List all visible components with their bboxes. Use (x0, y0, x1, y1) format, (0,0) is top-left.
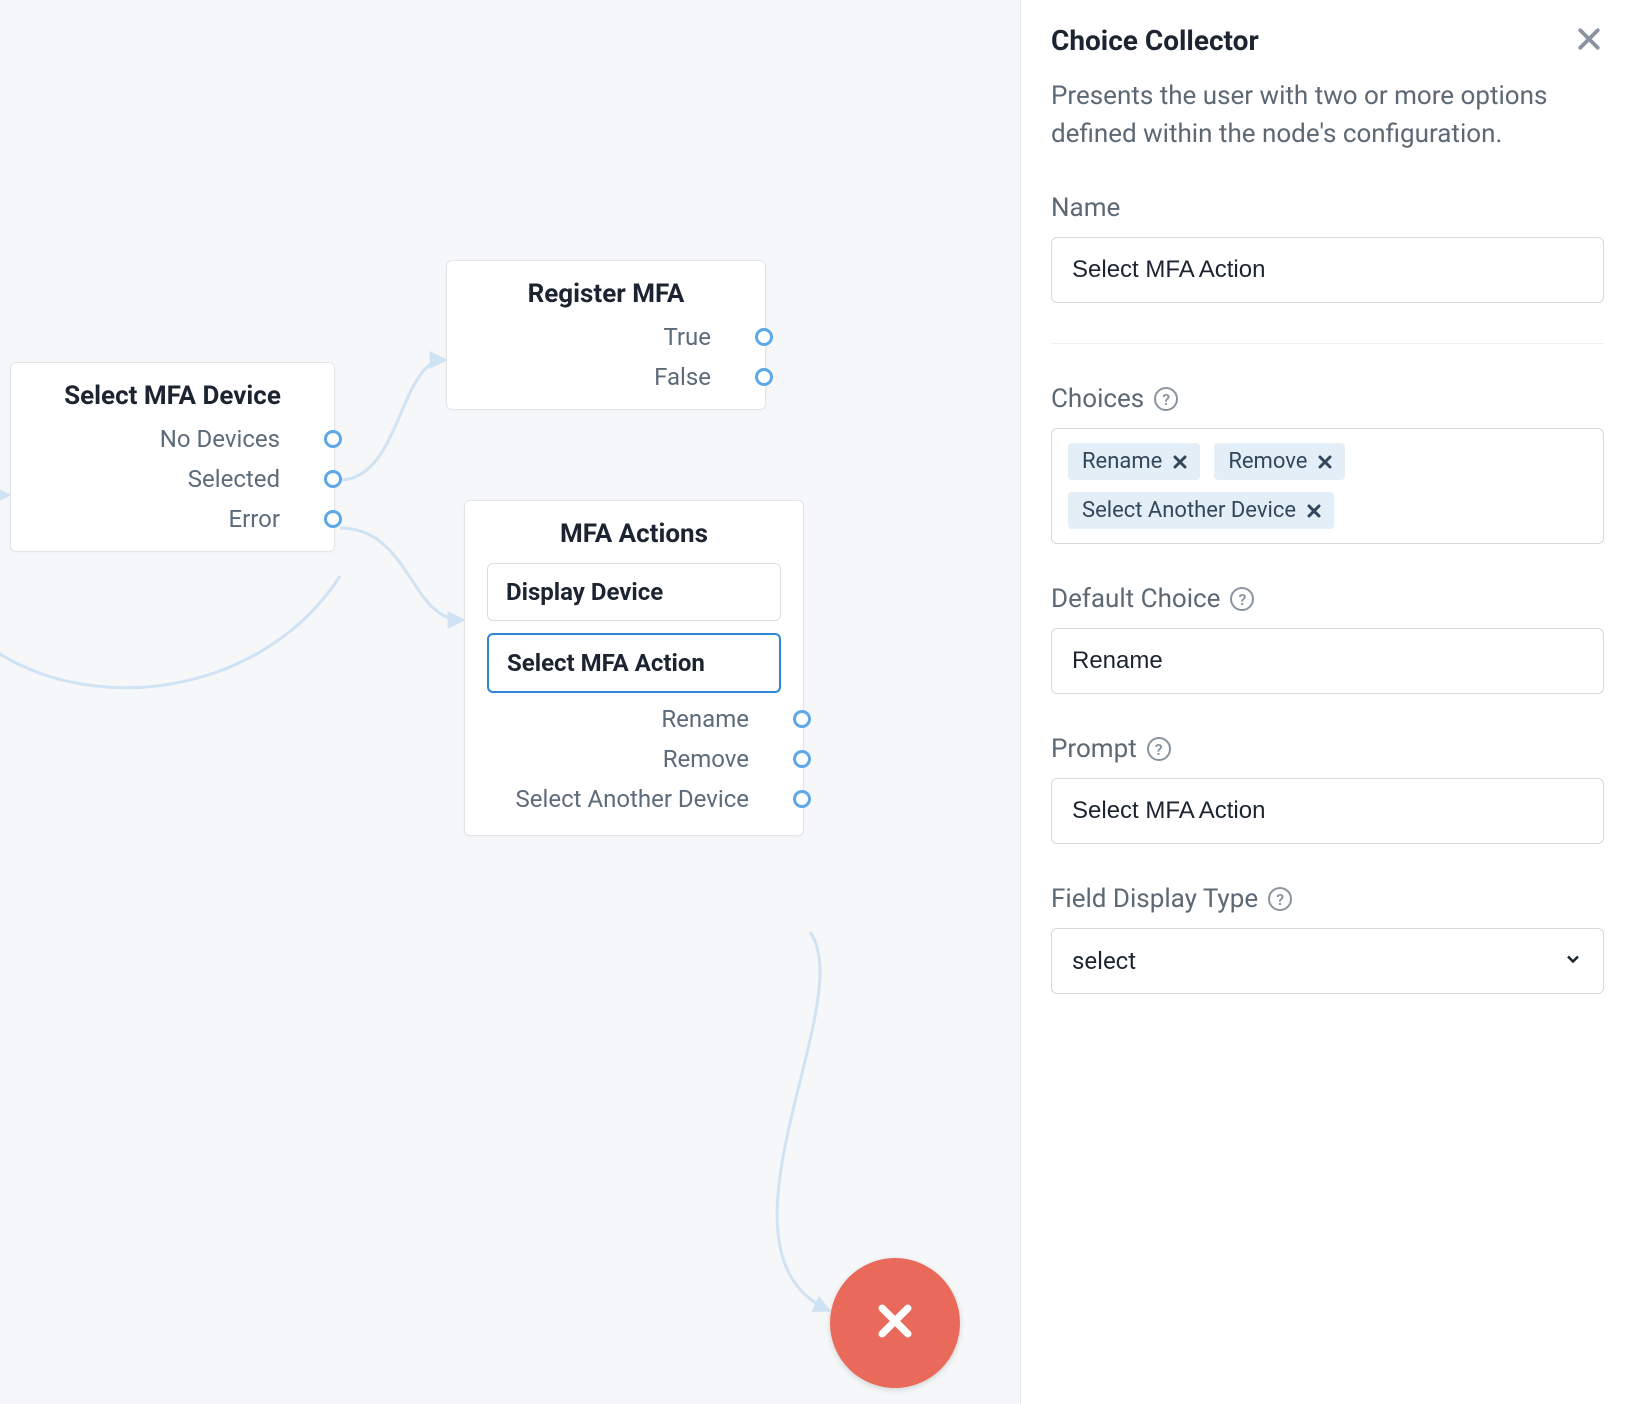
output-remove[interactable]: Remove (663, 745, 781, 773)
choices-tag-input[interactable]: Rename Remove Select Another Device (1051, 428, 1604, 544)
tag-label: Select Another Device (1082, 498, 1296, 523)
field-default-choice: Default Choice ? (1051, 584, 1604, 694)
close-icon (873, 1299, 917, 1347)
tag-remove-icon[interactable] (1172, 454, 1188, 470)
output-port[interactable] (793, 790, 811, 808)
output-select-another-device[interactable]: Select Another Device (516, 785, 781, 813)
help-icon[interactable]: ? (1230, 587, 1254, 611)
tag-label: Remove (1228, 449, 1307, 474)
help-icon[interactable]: ? (1154, 387, 1178, 411)
field-display-type: Field Display Type ? select (1051, 884, 1604, 994)
panel-title: Choice Collector (1051, 24, 1259, 57)
field-choices: Choices ? Rename Remove Select Another D… (1051, 384, 1604, 544)
node-mfa-actions[interactable]: MFA Actions Display Device Select MFA Ac… (464, 500, 804, 836)
output-label: True (663, 323, 711, 351)
output-port[interactable] (793, 750, 811, 768)
field-label-text: Name (1051, 193, 1120, 223)
output-label: Select Another Device (516, 785, 749, 813)
output-rename[interactable]: Rename (661, 705, 781, 733)
properties-panel: Choice Collector Presents the user with … (1020, 0, 1634, 1404)
output-label: Error (229, 505, 281, 533)
select-value: select (1072, 947, 1136, 975)
tag-label: Rename (1082, 449, 1162, 474)
output-selected[interactable]: Selected (188, 465, 312, 493)
field-prompt: Prompt ? (1051, 734, 1604, 844)
output-port[interactable] (324, 430, 342, 448)
node-outputs: Rename Remove Select Another Device (487, 705, 781, 813)
close-icon (1574, 39, 1604, 58)
tag-rename[interactable]: Rename (1068, 443, 1200, 480)
output-label: No Devices (160, 425, 280, 453)
default-choice-input[interactable] (1051, 628, 1604, 694)
node-outputs: No Devices Selected Error (33, 425, 312, 533)
divider (1051, 343, 1604, 344)
output-port[interactable] (755, 368, 773, 386)
output-true[interactable]: True (663, 323, 743, 351)
help-icon[interactable]: ? (1147, 737, 1171, 761)
output-false[interactable]: False (654, 363, 743, 391)
name-input[interactable] (1051, 237, 1604, 303)
panel-description: Presents the user with two or more optio… (1051, 78, 1604, 153)
output-port[interactable] (324, 470, 342, 488)
field-name: Name (1051, 193, 1604, 303)
field-label-text: Choices (1051, 384, 1144, 414)
inner-label: Select MFA Action (507, 649, 705, 677)
delete-node-button[interactable] (830, 1258, 960, 1388)
node-select-mfa-device[interactable]: Select MFA Device No Devices Selected Er… (10, 362, 335, 552)
node-register-mfa[interactable]: Register MFA True False (446, 260, 766, 410)
output-no-devices[interactable]: No Devices (160, 425, 312, 453)
inner-select-mfa-action[interactable]: Select MFA Action (487, 633, 781, 693)
field-label-text: Prompt (1051, 734, 1137, 764)
tag-remove[interactable]: Remove (1214, 443, 1345, 480)
output-error[interactable]: Error (229, 505, 313, 533)
output-port[interactable] (793, 710, 811, 728)
node-title: MFA Actions (487, 519, 781, 549)
output-label: Remove (663, 745, 749, 773)
chevron-down-icon (1563, 947, 1583, 975)
tag-remove-icon[interactable] (1306, 503, 1322, 519)
tag-remove-icon[interactable] (1317, 454, 1333, 470)
node-title: Register MFA (469, 279, 743, 309)
workflow-canvas[interactable]: Select MFA Device No Devices Selected Er… (0, 0, 1020, 1404)
prompt-input[interactable] (1051, 778, 1604, 844)
tag-select-another-device[interactable]: Select Another Device (1068, 492, 1334, 529)
inner-label: Display Device (506, 578, 663, 606)
panel-close-button[interactable] (1574, 24, 1604, 58)
field-display-type-select[interactable]: select (1051, 928, 1604, 994)
node-title: Select MFA Device (33, 381, 312, 411)
field-label-text: Field Display Type (1051, 884, 1258, 914)
field-label-text: Default Choice (1051, 584, 1220, 614)
output-label: False (654, 363, 711, 391)
output-label: Selected (188, 465, 280, 493)
output-port[interactable] (755, 328, 773, 346)
help-icon[interactable]: ? (1268, 887, 1292, 911)
output-label: Rename (661, 705, 749, 733)
inner-display-device[interactable]: Display Device (487, 563, 781, 621)
output-port[interactable] (324, 510, 342, 528)
node-outputs: True False (469, 323, 743, 391)
